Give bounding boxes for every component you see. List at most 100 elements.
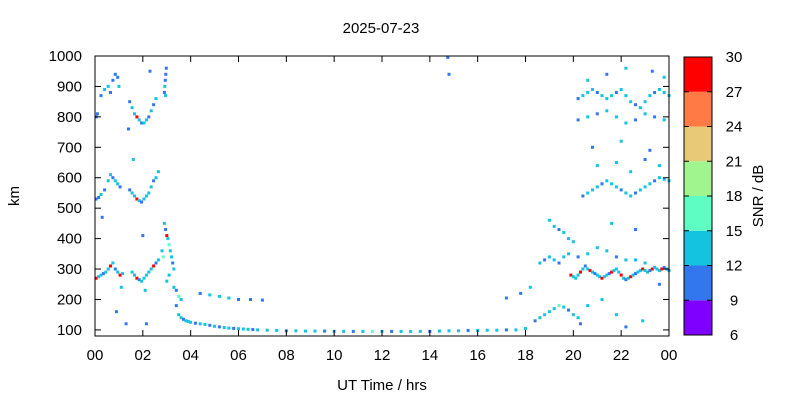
colorbar-bin (684, 126, 712, 162)
data-point (193, 321, 197, 325)
data-point (593, 272, 597, 276)
x-tick-label: 06 (230, 347, 247, 364)
data-point (361, 329, 365, 333)
colorbar-bin (684, 230, 712, 266)
data-point (643, 185, 647, 189)
data-point (152, 179, 156, 183)
data-point (643, 100, 647, 104)
data-point (100, 215, 104, 219)
data-point (147, 115, 151, 119)
x-tick-label: 00 (661, 347, 678, 364)
data-point (595, 164, 599, 168)
data-point (166, 237, 170, 241)
data-point (213, 324, 217, 328)
data-point (113, 267, 117, 271)
data-point (562, 231, 566, 234)
y-tick-label: 600 (57, 170, 82, 187)
data-point (643, 261, 647, 265)
data-point (115, 310, 118, 314)
data-point (643, 269, 647, 273)
data-point (581, 194, 585, 198)
data-point (154, 97, 158, 101)
y-tick-label: 900 (57, 78, 82, 95)
data-point (97, 196, 101, 199)
data-point (177, 313, 181, 317)
data-point (160, 249, 164, 253)
data-point (304, 329, 307, 333)
data-point (137, 278, 141, 282)
data-point (164, 66, 168, 70)
data-point (342, 329, 346, 333)
data-point (595, 246, 599, 250)
data-point (662, 118, 666, 122)
colorbar-tick-label: 18 (726, 188, 743, 205)
data-point (164, 94, 168, 98)
data-point (495, 328, 499, 332)
colorbar-tick-label: 21 (726, 153, 743, 170)
data-point (208, 323, 212, 327)
data-point (614, 161, 618, 164)
data-point (246, 327, 250, 331)
data-point (418, 329, 422, 333)
data-point (128, 188, 132, 192)
data-point (217, 325, 221, 329)
y-axis: 100 200 300 400 500 600 700 800 900 1000 (49, 48, 669, 339)
data-point (614, 115, 618, 119)
colorbar-tick-label: 24 (726, 119, 743, 136)
data-point (140, 279, 144, 283)
chart-title: 2025-07-23 (343, 20, 420, 37)
data-point (222, 326, 226, 329)
data-point (237, 298, 240, 301)
data-point (94, 197, 98, 201)
data-point (165, 234, 169, 238)
data-point (106, 179, 110, 183)
data-point (586, 267, 590, 271)
data-point (147, 270, 151, 274)
data-point (629, 100, 633, 104)
data-point (466, 329, 470, 332)
data-point (130, 270, 134, 274)
data-point (543, 313, 547, 317)
data-point (605, 109, 609, 113)
data-point (144, 273, 148, 277)
data-point (116, 270, 120, 274)
data-point (147, 191, 151, 195)
data-point (631, 273, 635, 277)
data-point (485, 328, 489, 332)
data-point (249, 298, 252, 301)
data-point (399, 329, 403, 333)
data-point (547, 255, 551, 259)
colorbar-tick-label: 9 (730, 292, 738, 309)
data-point (605, 72, 609, 76)
data-point (133, 112, 136, 116)
data-point (149, 109, 153, 113)
data-point (638, 106, 642, 110)
data-point (634, 191, 637, 195)
data-point (648, 269, 652, 273)
data-point (648, 148, 652, 152)
data-point (116, 75, 120, 79)
data-point (154, 176, 158, 180)
data-point (447, 72, 451, 76)
data-point (614, 185, 618, 189)
data-point (217, 294, 221, 298)
data-point (629, 194, 633, 198)
data-point (457, 329, 460, 333)
data-point (610, 182, 614, 186)
data-point (137, 199, 141, 203)
data-point (653, 91, 657, 94)
x-tick-label: 20 (565, 347, 582, 364)
data-point (646, 270, 649, 274)
data-point (552, 224, 556, 228)
y-tick-label: 700 (57, 139, 82, 156)
data-point (600, 182, 604, 186)
data-point (103, 88, 107, 91)
y-tick-label: 1000 (49, 48, 82, 65)
data-point (149, 267, 153, 271)
data-point (634, 258, 637, 262)
data-point (624, 325, 628, 329)
data-point (662, 75, 666, 79)
data-point (514, 328, 518, 332)
data-point (294, 329, 298, 333)
data-point (168, 249, 172, 253)
